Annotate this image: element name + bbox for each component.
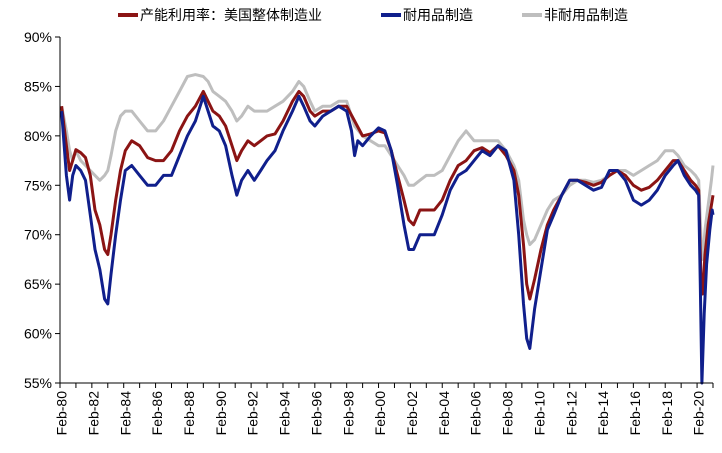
series-line-durable <box>60 94 715 385</box>
x-ticks: Feb-80 Feb-82 Feb-84 Feb-86 Feb-88 Feb-90 Feb-… <box>54 383 714 436</box>
y-tick-label: 65% <box>24 276 52 292</box>
y-tick-label: 80% <box>24 128 52 144</box>
legend-label-durable: 耐用品制造 <box>403 8 473 24</box>
x-tick-label: Feb-06 <box>468 391 484 436</box>
x-tick-label: Feb-94 <box>277 391 293 436</box>
x-tick-label: Feb-80 <box>54 391 70 436</box>
y-axis: 55% 60% 65% 70% 75% 80% 85% 90% <box>24 29 61 391</box>
x-tick-label: Feb-16 <box>627 391 643 436</box>
legend-item-durable: 耐用品制造 <box>381 8 473 24</box>
x-tick-label: Feb-86 <box>149 391 165 436</box>
x-tick-label: Feb-08 <box>500 391 516 436</box>
legend-item-nondurable: 非耐用品制造 <box>522 8 628 24</box>
legend-item-capacity-total: 产能利用率：美国整体制造业 <box>118 7 322 24</box>
x-tick-label: Feb-90 <box>213 391 229 436</box>
x-tick-label: Feb-00 <box>372 391 388 436</box>
x-tick-label: Feb-14 <box>595 391 611 436</box>
x-tick-label: Feb-10 <box>531 391 547 436</box>
x-tick-label: Feb-12 <box>563 391 579 436</box>
legend-label-capacity-total: 产能利用率：美国整体制造业 <box>140 7 322 24</box>
x-tick-label: Feb-96 <box>308 391 324 436</box>
legend: 产能利用率：美国整体制造业 耐用品制造 非耐用品制造 <box>118 7 628 24</box>
x-tick-label: Feb-82 <box>85 391 101 436</box>
y-tick-label: 90% <box>24 29 52 45</box>
series-line-nondurable <box>60 73 715 261</box>
y-tick-label: 85% <box>24 78 52 94</box>
x-tick-label: Feb-92 <box>245 391 261 436</box>
y-tick-label: 75% <box>24 177 52 193</box>
x-tick-label: Feb-18 <box>659 391 675 436</box>
y-tick-label: 70% <box>24 227 52 243</box>
x-tick-label: Feb-98 <box>340 391 356 436</box>
x-tick-label: Feb-84 <box>117 391 133 436</box>
y-tick-label: 60% <box>24 326 52 342</box>
x-tick-label: Feb-02 <box>404 391 420 436</box>
series-line-capacity-total <box>60 89 715 301</box>
x-tick-label: Feb-04 <box>436 391 452 436</box>
legend-label-nondurable: 非耐用品制造 <box>544 8 628 24</box>
y-ticks: 55% 60% 65% 70% 75% 80% 85% 90% <box>24 29 60 391</box>
plot-area <box>60 73 715 385</box>
x-tick-label: Feb-88 <box>181 391 197 436</box>
y-tick-label: 55% <box>24 375 52 391</box>
x-tick-label: Feb-20 <box>691 391 707 436</box>
x-axis: Feb-80 Feb-82 Feb-84 Feb-86 Feb-88 Feb-90 Feb-… <box>54 382 714 436</box>
